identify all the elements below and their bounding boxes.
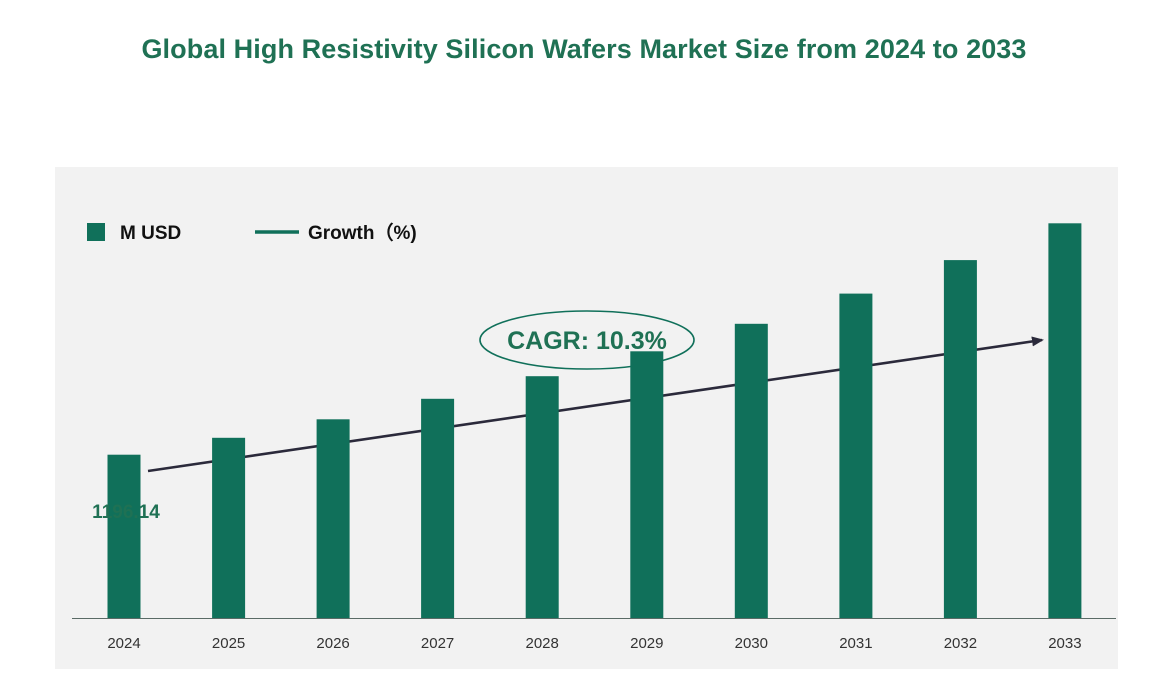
cagr-ellipse — [479, 310, 695, 370]
bar-2024 — [107, 454, 141, 618]
x-tick-label-2033: 2033 — [1048, 635, 1081, 652]
bar-2033 — [1048, 223, 1082, 619]
x-tick-labels: 2024 2025 2026 2027 2028 2029 2030 2031 2032 2033 — [107, 635, 1081, 652]
bar-2030 — [734, 323, 768, 618]
x-tick-label-2027: 2027 — [421, 635, 454, 652]
x-tick-label-2024: 2024 — [107, 635, 140, 652]
bar-2027 — [421, 398, 455, 618]
bar-2029 — [630, 351, 664, 618]
x-tick-label-2030: 2030 — [735, 635, 768, 652]
legend-label-growth: Growth（%) — [308, 221, 417, 244]
bar-2031 — [839, 293, 873, 618]
legend: M USD Growth（%) — [87, 221, 417, 244]
bar-2028 — [525, 376, 559, 618]
chart-title: Global High Resistivity Silicon Wafers M… — [141, 34, 1027, 64]
data-labels: 1196.14 — [92, 502, 160, 523]
legend-label-m-usd: M USD — [120, 223, 181, 244]
trend-arrow — [147, 336, 1044, 473]
x-tick-label-2028: 2028 — [526, 635, 559, 652]
bar-2026 — [316, 419, 350, 618]
x-tick-label-2029: 2029 — [630, 635, 663, 652]
x-tick-label-2026: 2026 — [316, 635, 349, 652]
legend-swatch-m-usd — [87, 223, 105, 241]
data-label-2024: 1196.14 — [92, 502, 160, 523]
bar-2025 — [212, 437, 246, 618]
x-tick-label-2032: 2032 — [944, 635, 977, 652]
x-tick-label-2025: 2025 — [212, 635, 245, 652]
cagr-label: CAGR: 10.3% — [507, 327, 667, 355]
x-tick-label-2031: 2031 — [839, 635, 872, 652]
cagr-annotation: CAGR: 10.3% — [479, 310, 695, 370]
bar-2032 — [943, 260, 977, 618]
bars — [107, 223, 1082, 619]
